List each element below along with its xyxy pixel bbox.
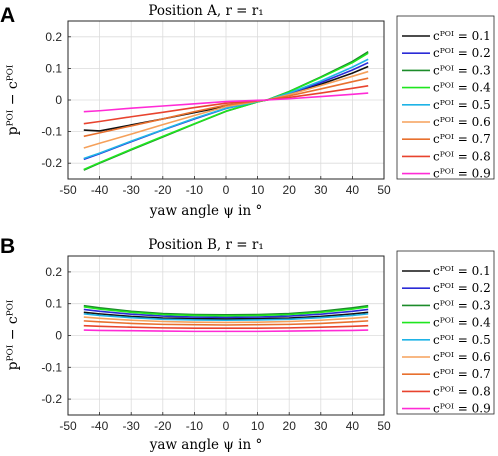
x-tick-label: 50 (377, 419, 391, 433)
x-tick-label: -10 (186, 183, 204, 197)
series-line (83, 308, 369, 319)
panel-a: A Position A, r = r₁ pᴾᴼᴵ − cᴾᴼᴵ yaw ang… (0, 3, 495, 219)
legend-label: cᴾᴼᴵ = 0.3 (433, 63, 491, 77)
x-tick-label: 10 (251, 419, 265, 433)
x-tick-label: -30 (123, 419, 141, 433)
plot-lines (83, 304, 369, 333)
series-line (83, 58, 369, 160)
legend-label: cᴾᴼᴵ = 0.7 (433, 132, 491, 146)
x-tick-label: 40 (346, 183, 360, 197)
y-tick-label: 0 (55, 329, 62, 343)
panel-b: B Position B, r = r₁ pᴾᴼᴵ − cᴾᴼᴵ yaw ang… (0, 235, 495, 453)
ticks: -50 -40 -30 -20 -10 0 10 20 30 40 50 -0.2 -0.1 0 0.1 0.… (41, 265, 391, 433)
series-line (83, 320, 369, 326)
y-tick-label: 0.1 (45, 61, 62, 75)
x-tick-label: 20 (283, 183, 297, 197)
y-axis-label: pᴾᴼᴵ − cᴾᴼᴵ (5, 65, 21, 136)
x-tick-label: 30 (314, 183, 328, 197)
x-tick-label: -50 (59, 183, 77, 197)
x-tick-label: 30 (314, 419, 328, 433)
legend-box (396, 15, 495, 180)
x-tick-label: 50 (377, 183, 391, 197)
y-tick-label: 0 (55, 93, 62, 107)
series-line (83, 324, 369, 329)
plot-lines (83, 50, 369, 171)
x-tick-label: -30 (123, 183, 141, 197)
y-tick-label: 0.1 (45, 297, 62, 311)
legend-label: cᴾᴼᴵ = 0.7 (433, 367, 491, 381)
x-tick-label: -10 (186, 419, 204, 433)
x-tick-label: 20 (283, 419, 297, 433)
y-tick-label: -0.1 (41, 360, 62, 374)
legend-label: cᴾᴼᴵ = 0.6 (433, 350, 491, 364)
series-line (83, 70, 369, 149)
chart-title: Position A, r = r₁ (148, 3, 263, 19)
series-line (83, 306, 369, 317)
x-tick-label: -40 (91, 419, 109, 433)
legend-box (396, 250, 495, 415)
x-tick-label: -40 (91, 183, 109, 197)
x-axis-label: yaw angle ψ in ° (149, 203, 262, 219)
y-tick-label: -0.2 (41, 156, 62, 170)
legend-label: cᴾᴼᴵ = 0.5 (433, 333, 491, 347)
ticks: -50 -40 -30 -20 -10 0 10 20 30 40 50 -0.2 -0.1 0 0.1 0.… (41, 30, 391, 197)
legend-label: cᴾᴼᴵ = 0.5 (433, 98, 491, 112)
legend-label: cᴾᴼᴵ = 0.1 (433, 29, 491, 43)
series-line (83, 92, 369, 113)
legend-label: cᴾᴼᴵ = 0.9 (433, 402, 491, 416)
series-line (83, 77, 369, 138)
y-tick-label: 0.2 (45, 265, 62, 279)
legend-label: cᴾᴼᴵ = 0.8 (433, 149, 491, 163)
x-tick-label: -20 (154, 183, 172, 197)
x-tick-label: -50 (59, 419, 77, 433)
grid (67, 256, 385, 415)
series-line (83, 52, 369, 171)
y-tick-label: -0.2 (41, 392, 62, 406)
panel-label: B (0, 235, 15, 258)
series-line (83, 84, 369, 125)
legend-label: cᴾᴼᴵ = 0.8 (433, 384, 491, 398)
legend: cᴾᴼᴵ = 0.1 cᴾᴼᴵ = 0.2 cᴾᴼᴵ = 0.3 cᴾᴼᴵ = 0.4… (396, 15, 495, 181)
y-tick-label: -0.1 (41, 125, 62, 139)
legend: cᴾᴼᴵ = 0.1 cᴾᴼᴵ = 0.2 cᴾᴼᴵ = 0.3 cᴾᴼᴵ = 0.4… (396, 250, 495, 416)
panel-label: A (0, 4, 15, 27)
legend-label: cᴾᴼᴵ = 0.1 (433, 264, 491, 278)
y-axis-label: pᴾᴼᴵ − cᴾᴼᴵ (5, 300, 21, 371)
legend-label: cᴾᴼᴵ = 0.3 (433, 298, 491, 312)
legend-label: cᴾᴼᴵ = 0.2 (433, 46, 491, 60)
legend-label: cᴾᴼᴵ = 0.4 (433, 81, 491, 95)
x-tick-label: -20 (154, 419, 172, 433)
x-tick-label: 10 (251, 183, 265, 197)
series-line (83, 313, 369, 322)
series-line (83, 316, 369, 324)
legend-label: cᴾᴼᴵ = 0.4 (433, 316, 491, 330)
x-axis-label: yaw angle ψ in ° (149, 437, 262, 453)
series-line (83, 329, 369, 333)
legend-label: cᴾᴼᴵ = 0.2 (433, 281, 491, 295)
x-tick-label: 0 (223, 183, 230, 197)
x-tick-label: 0 (223, 419, 230, 433)
chart-title: Position B, r = r₁ (148, 237, 263, 253)
y-tick-label: 0.2 (45, 30, 62, 44)
legend-label: cᴾᴼᴵ = 0.6 (433, 115, 491, 129)
series-line (83, 311, 369, 320)
x-tick-label: 40 (346, 419, 360, 433)
legend-label: cᴾᴼᴵ = 0.9 (433, 167, 491, 181)
series-line (83, 304, 369, 316)
